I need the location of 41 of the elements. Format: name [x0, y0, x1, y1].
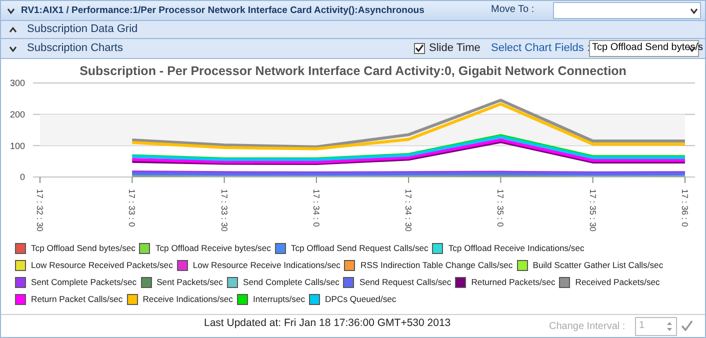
text: Subscription Data Grid	[27, 23, 138, 35]
text: Change Interval :	[549, 321, 626, 332]
legend-label: Returned Packets/sec	[470, 276, 556, 289]
legend-label: Sent Complete Packets/sec	[30, 276, 137, 289]
text: Subscription Charts	[27, 42, 123, 54]
x-tick-label: 17 : 36 : 0	[680, 189, 690, 228]
legend-label: Received Packets/sec	[574, 276, 660, 289]
text: RV1:AIX1 / Performance:1/Per Processor Network Interface Card Activity():Asynchronous	[21, 5, 424, 16]
legend-label: Sent Packets/sec	[156, 276, 223, 289]
x-tick-label: 17 : 35 : 30	[588, 189, 598, 232]
legend-label: Build Scatter Gather List Calls/sec	[532, 259, 664, 272]
x-tick-label: 17 : 35 : 0	[496, 189, 506, 228]
legend-label: Tcp Offload Send bytes/sec	[30, 242, 136, 255]
legend-label: Return Packet Calls/sec	[30, 293, 123, 306]
legend-label: Tcp Offload Receive Indications/sec	[447, 242, 584, 255]
text: 1	[639, 320, 645, 331]
text: Select Chart Fields :	[491, 42, 590, 54]
x-tick-label: 17 : 32 : 30	[35, 189, 45, 232]
y-tick-label: 0	[20, 172, 25, 182]
y-tick-label: 100	[10, 140, 25, 151]
y-tick-label: 300	[10, 78, 25, 88]
legend-label: DPCs Queued/sec	[324, 293, 396, 306]
text: Tcp Offload Send bytes/s	[592, 42, 703, 53]
text: Slide Time	[429, 42, 480, 54]
legend-label: Tcp Offload Send Request Calls/sec	[290, 242, 428, 255]
x-tick-label: 17 : 34 : 0	[311, 189, 322, 228]
legend-label: RSS Indirection Table Change Calls/sec	[359, 259, 513, 272]
x-tick-label: 17 : 33 : 0	[127, 189, 138, 228]
legend-label: Low Resource Received Packets/sec	[30, 259, 173, 272]
legend-label: Interrupts/sec	[252, 293, 306, 306]
legend-label: Tcp Offload Receive bytes/sec	[154, 242, 271, 255]
x-tick-label: 17 : 34 : 30	[404, 189, 414, 232]
legend-label: Send Request Calls/sec	[358, 276, 452, 289]
chart-title: Subscription - Per Processor Network Interface Card Activity:0, Gigabit Network Connection	[78, 64, 628, 78]
text: Last Updated at: Fri Jan 18 17:36:00 GMT+530 2013	[204, 317, 451, 329]
legend-label: Send Complete Calls/sec	[242, 276, 340, 289]
x-tick-label: 17 : 33 : 30	[219, 189, 230, 232]
legend-label: Receive Indications/sec	[142, 293, 233, 306]
y-tick-label: 200	[10, 110, 25, 120]
text: Move To :	[491, 4, 534, 15]
legend-label: Low Resource Receive Indications/sec	[192, 259, 340, 272]
